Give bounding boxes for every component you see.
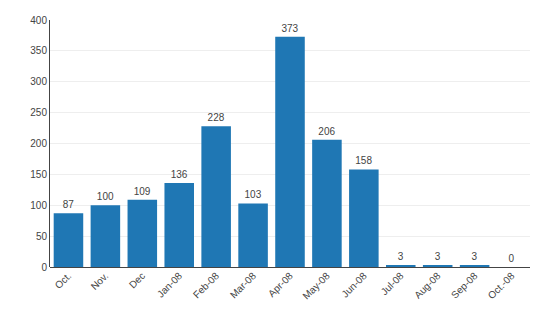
svg-text:150: 150 (30, 169, 47, 180)
svg-text:103: 103 (245, 189, 262, 200)
svg-text:350: 350 (30, 45, 47, 56)
svg-text:373: 373 (281, 23, 298, 34)
svg-text:200: 200 (30, 138, 47, 149)
svg-text:0: 0 (41, 262, 47, 273)
svg-text:Apr-08: Apr-08 (266, 270, 295, 299)
svg-text:100: 100 (30, 200, 47, 211)
svg-text:0: 0 (509, 253, 515, 264)
svg-text:May-08: May-08 (301, 270, 333, 302)
svg-text:Feb-08: Feb-08 (191, 270, 221, 300)
svg-text:3: 3 (472, 251, 478, 262)
svg-text:Dec: Dec (127, 270, 147, 290)
svg-text:50: 50 (36, 231, 48, 242)
svg-text:109: 109 (134, 186, 151, 197)
svg-text:250: 250 (30, 107, 47, 118)
svg-text:400: 400 (30, 15, 47, 26)
svg-text:136: 136 (171, 169, 188, 180)
svg-text:100: 100 (97, 191, 114, 202)
svg-text:3: 3 (398, 251, 404, 262)
svg-text:Aug-08: Aug-08 (412, 270, 443, 301)
svg-text:Sep-08: Sep-08 (449, 270, 480, 301)
svg-text:Oct.: Oct. (53, 270, 74, 291)
svg-text:Jul-08: Jul-08 (379, 270, 406, 297)
svg-text:Nov.: Nov. (89, 270, 111, 292)
svg-text:228: 228 (208, 112, 225, 123)
svg-text:Oct.-08: Oct.-08 (486, 270, 517, 301)
svg-text:Mar-08: Mar-08 (228, 270, 258, 300)
svg-text:3: 3 (435, 251, 441, 262)
svg-text:87: 87 (63, 199, 75, 210)
svg-text:Jun-08: Jun-08 (339, 270, 369, 300)
svg-text:206: 206 (318, 126, 335, 137)
svg-text:300: 300 (30, 76, 47, 87)
svg-text:Jan-08: Jan-08 (155, 270, 185, 300)
svg-text:158: 158 (355, 155, 372, 166)
